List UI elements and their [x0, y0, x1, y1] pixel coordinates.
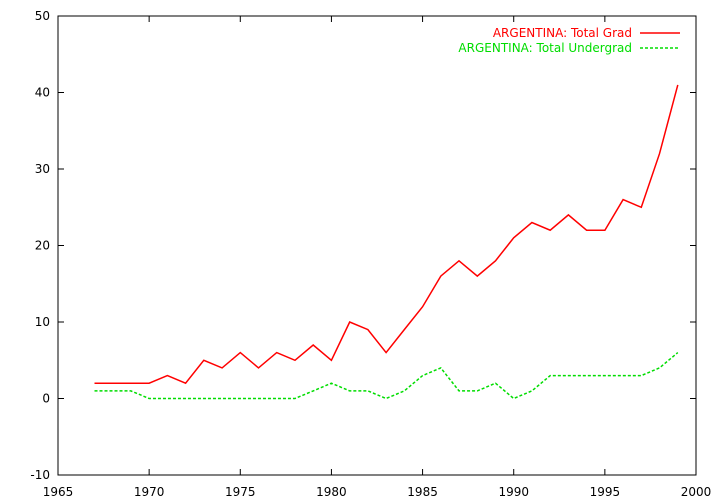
y-tick-label: 0	[42, 392, 50, 406]
axis-ticks	[57, 15, 697, 476]
legend-label: ARGENTINA: Total Grad	[493, 26, 632, 40]
x-tick-label: 1975	[225, 485, 256, 499]
series-line-total-grad	[94, 84, 679, 385]
x-tick-label: 1995	[590, 485, 621, 499]
plot-frame	[57, 15, 697, 476]
y-tick-label: 10	[35, 315, 50, 329]
series-line-total-undergrad	[94, 352, 679, 400]
x-tick-label: 2000	[681, 485, 712, 499]
y-tick-label: 50	[35, 9, 50, 23]
y-tick-label: 30	[35, 162, 50, 176]
x-tick-label: 1965	[43, 485, 74, 499]
x-tick-label: 1990	[498, 485, 529, 499]
x-tick-label: 1970	[134, 485, 165, 499]
legend-label: ARGENTINA: Total Undergrad	[458, 41, 632, 55]
y-tick-label: 40	[35, 86, 50, 100]
x-tick-label: 1980	[316, 485, 347, 499]
y-tick-label: 20	[35, 239, 50, 253]
series-lines	[94, 84, 679, 400]
axis-tick-labels: 1965 1970 1975 1980 1985 1990 1995 2000 -10 0 10 20…	[30, 9, 711, 499]
x-tick-label: 1985	[407, 485, 438, 499]
y-tick-label: -10	[30, 468, 50, 482]
